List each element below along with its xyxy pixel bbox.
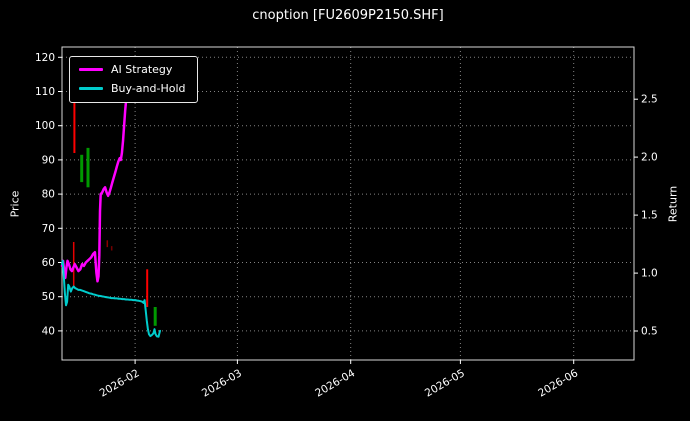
legend: AI Strategy Buy-and-Hold: [69, 56, 198, 103]
ai-strategy-line-sample: [79, 68, 103, 71]
svg-text:2.0: 2.0: [641, 152, 658, 164]
chart-title: cnoption [FU2609P2150.SHF]: [252, 8, 444, 23]
svg-text:110: 110: [35, 86, 55, 98]
legend-label-buy-and-hold: Buy-and-Hold: [111, 82, 186, 95]
buy-and-hold-line-sample: [79, 87, 103, 90]
svg-text:1.0: 1.0: [641, 268, 658, 280]
svg-text:0.5: 0.5: [641, 326, 658, 338]
legend-item-ai-strategy: AI Strategy: [79, 64, 186, 75]
svg-text:2026-05: 2026-05: [423, 367, 467, 399]
svg-text:1.5: 1.5: [641, 210, 658, 222]
svg-text:100: 100: [35, 120, 55, 132]
svg-text:40: 40: [42, 325, 55, 337]
legend-label-ai-strategy: AI Strategy: [111, 63, 173, 76]
svg-text:2026-03: 2026-03: [200, 367, 244, 399]
svg-text:70: 70: [42, 223, 55, 235]
svg-text:2026-04: 2026-04: [313, 367, 357, 399]
svg-text:60: 60: [42, 257, 55, 269]
svg-text:50: 50: [42, 291, 55, 303]
svg-text:80: 80: [42, 189, 55, 201]
svg-text:90: 90: [42, 154, 55, 166]
legend-item-buy-and-hold: Buy-and-Hold: [79, 83, 186, 94]
svg-text:2.5: 2.5: [641, 94, 658, 106]
svg-text:2026-02: 2026-02: [98, 367, 142, 399]
svg-text:2026-06: 2026-06: [536, 367, 580, 399]
svg-text:120: 120: [35, 52, 55, 64]
